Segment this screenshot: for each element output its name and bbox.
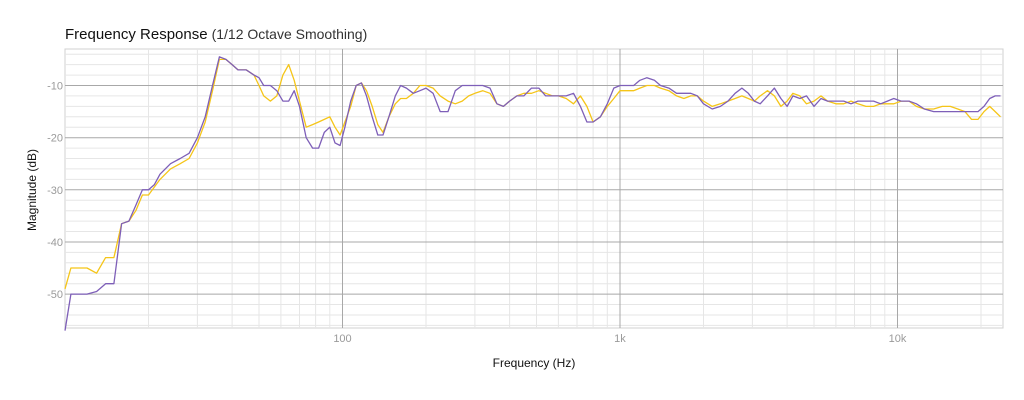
minor-gridlines	[65, 49, 1003, 328]
series-line-2	[64, 56, 1001, 331]
chart-title-main: Frequency Response	[65, 26, 208, 43]
y-tick-label: -30	[47, 185, 63, 197]
x-tick-label: 100	[333, 333, 351, 345]
plot-area	[64, 48, 1004, 329]
y-tick-label: -20	[47, 133, 63, 145]
x-axis-ticks: 100 1k 10k	[333, 333, 907, 345]
x-axis-label: Frequency (Hz)	[493, 356, 576, 370]
plot-background	[64, 48, 1004, 329]
y-axis-ticks: -10 -20 -30 -40 -50	[47, 81, 63, 302]
x-tick-label: 1k	[614, 333, 626, 345]
chart-title-subtitle: (1/12 Octave Smoothing)	[212, 26, 368, 42]
major-gridlines	[65, 49, 1003, 328]
chart-title: Frequency Response (1/12 Octave Smoothing…	[65, 26, 367, 43]
y-tick-label: -50	[47, 289, 63, 301]
y-tick-label: -40	[47, 237, 63, 249]
y-axis-label: Magnitude (dB)	[25, 149, 39, 231]
x-tick-label: 10k	[889, 333, 907, 345]
y-tick-label: -10	[47, 81, 63, 93]
series-layer	[64, 56, 1001, 331]
